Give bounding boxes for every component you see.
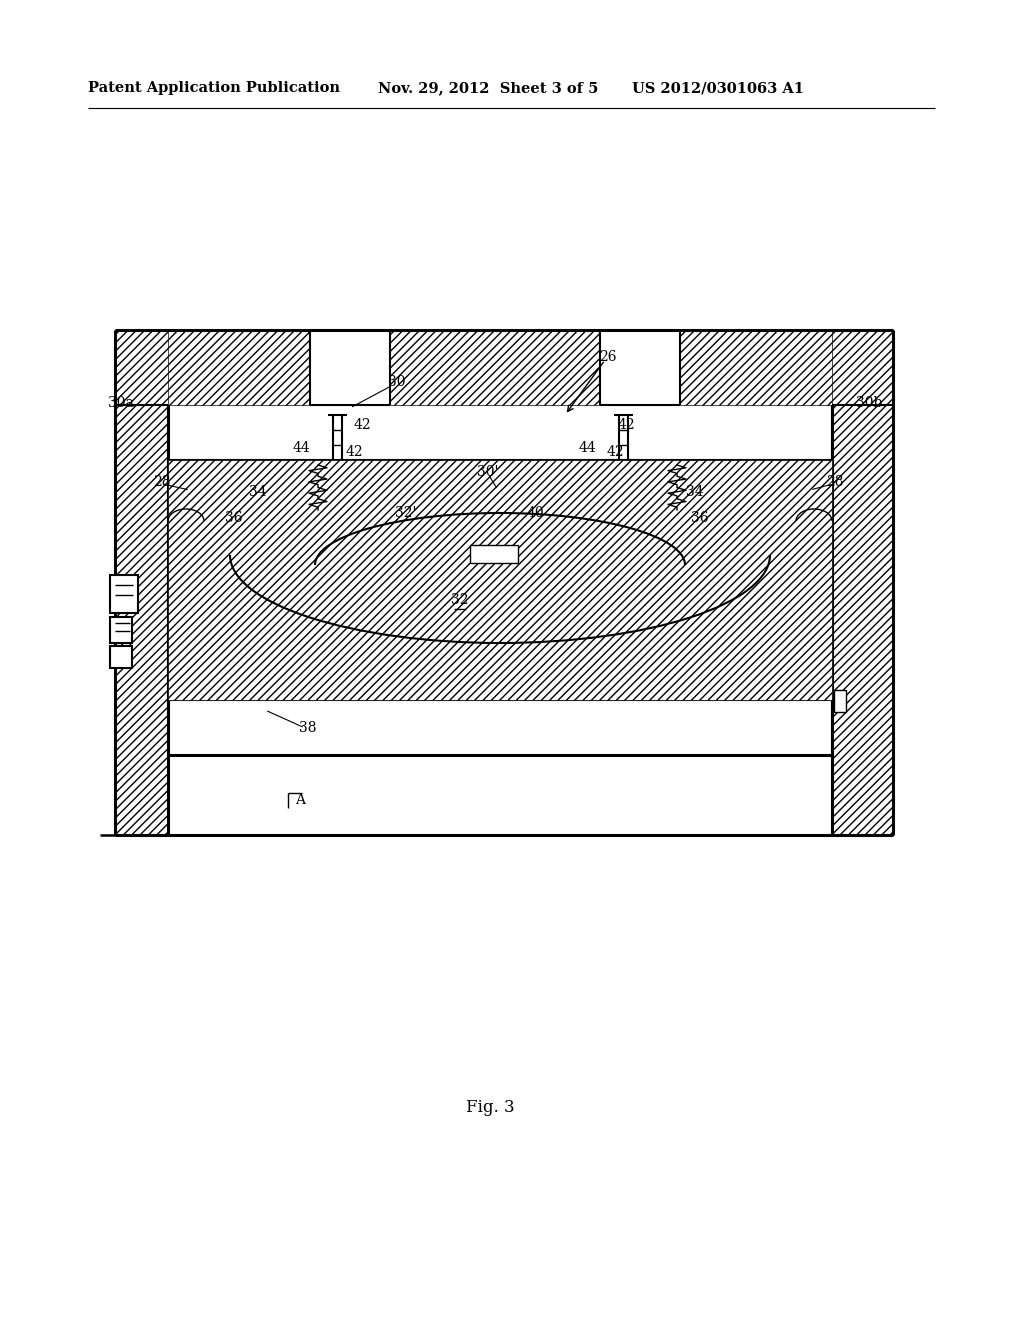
Text: 30a: 30a [108,396,134,411]
Bar [470,545,518,564]
Text: 34: 34 [249,484,267,499]
Text: 42: 42 [617,418,635,432]
Text: 30b: 30b [856,396,882,411]
Text: 34: 34 [686,484,703,499]
Text: A: A [295,793,305,807]
Text: 38: 38 [299,721,316,735]
Text: 32: 32 [452,593,469,607]
Bar [310,330,390,405]
Text: 44: 44 [292,441,310,455]
Text: 42: 42 [353,418,371,432]
Bar [110,616,132,643]
Bar [600,330,680,405]
Text: Fig. 3: Fig. 3 [466,1100,514,1117]
Text: 40: 40 [526,506,544,520]
Bar [115,330,310,405]
Text: 30: 30 [388,375,406,389]
Text: 26: 26 [599,350,616,364]
Text: Patent Application Publication: Patent Application Publication [88,81,340,95]
Bar [110,645,132,668]
Text: 44: 44 [579,441,596,455]
Text: 36: 36 [691,511,709,525]
Text: 42: 42 [345,445,362,459]
Text: 42: 42 [606,445,624,459]
Bar [390,330,600,405]
Bar [168,459,831,700]
Bar [831,330,893,836]
Bar [680,330,893,405]
Bar [834,690,846,711]
Text: 28: 28 [154,475,171,488]
Text: 36: 36 [225,511,243,525]
Text: 30': 30' [477,465,499,479]
Text: 28: 28 [826,475,844,488]
Text: US 2012/0301063 A1: US 2012/0301063 A1 [632,81,804,95]
Text: 32': 32' [395,506,417,520]
Text: Nov. 29, 2012  Sheet 3 of 5: Nov. 29, 2012 Sheet 3 of 5 [378,81,598,95]
Bar [110,576,138,612]
Bar [115,330,168,836]
